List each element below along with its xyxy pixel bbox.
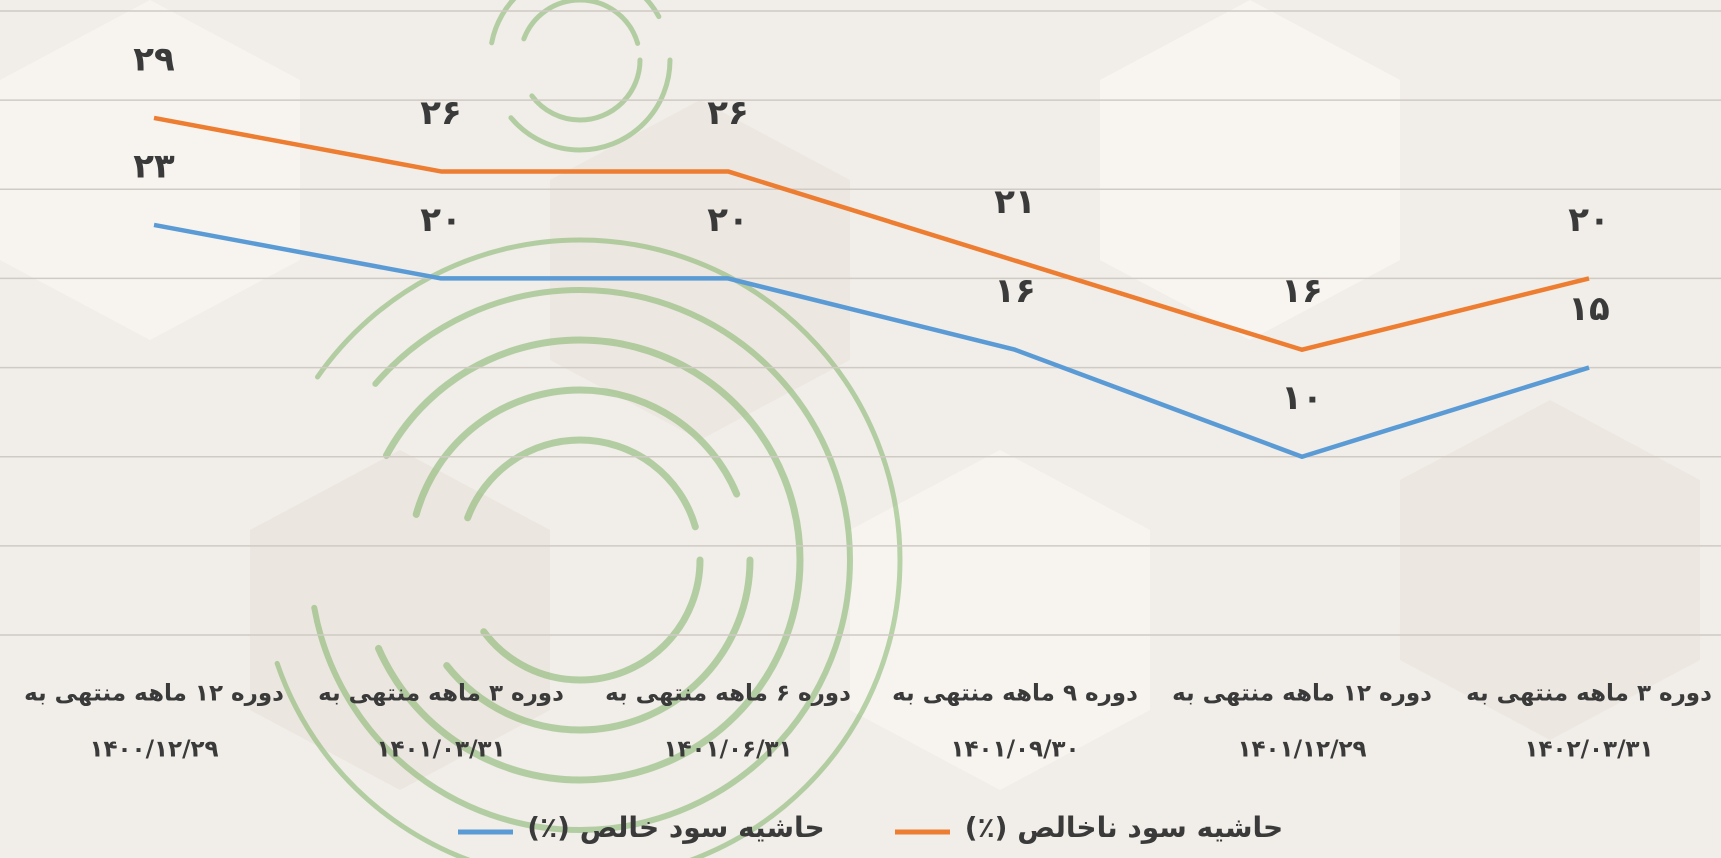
x-tick-label: دوره ۳ ماهه منتهی به bbox=[318, 681, 564, 707]
x-tick-label: ۱۴۰۲/۰۳/۳۱ bbox=[1524, 737, 1653, 763]
data-label: ۲۳ bbox=[133, 146, 175, 186]
data-label: ۲۱ bbox=[994, 182, 1036, 222]
x-tick-label: ۱۴۰۱/۰۹/۳۰ bbox=[950, 737, 1079, 763]
data-label: ۱۰ bbox=[1281, 378, 1323, 418]
data-label: ۲۶ bbox=[707, 93, 749, 133]
data-label: ۲۹ bbox=[133, 39, 175, 79]
legend-label: حاشیه سود ناخالص (٪) bbox=[965, 811, 1283, 844]
x-tick-label: ۱۴۰۰/۱۲/۲۹ bbox=[89, 737, 218, 763]
data-label: ۲۰ bbox=[420, 200, 462, 240]
series-line bbox=[153, 222, 1590, 459]
x-tick-label: ۱۴۰۱/۰۶/۳۱ bbox=[663, 737, 792, 763]
x-tick-label: دوره ۳ ماهه منتهی به bbox=[1466, 681, 1712, 707]
x-tick-label: دوره ۱۲ ماهه منتهی به bbox=[24, 681, 284, 707]
x-tick-label: دوره ۶ ماهه منتهی به bbox=[605, 681, 851, 707]
x-tick-label: ۱۴۰۱/۰۳/۳۱ bbox=[376, 737, 505, 763]
x-tick-label: دوره ۹ ماهه منتهی به bbox=[892, 681, 1138, 707]
series-line bbox=[153, 115, 1590, 352]
legend-label: حاشیه سود خالص (٪) bbox=[527, 811, 824, 844]
data-label: ۱۶ bbox=[1281, 271, 1323, 311]
data-label: ۲۰ bbox=[707, 200, 749, 240]
x-tick-label: دوره ۱۲ ماهه منتهی به bbox=[1172, 681, 1432, 707]
data-label: ۱۶ bbox=[994, 271, 1036, 311]
data-label: ۱۵ bbox=[1568, 289, 1610, 329]
data-label: ۲۰ bbox=[1568, 200, 1610, 240]
data-label: ۲۶ bbox=[420, 93, 462, 133]
x-tick-label: ۱۴۰۱/۱۲/۲۹ bbox=[1237, 737, 1366, 763]
